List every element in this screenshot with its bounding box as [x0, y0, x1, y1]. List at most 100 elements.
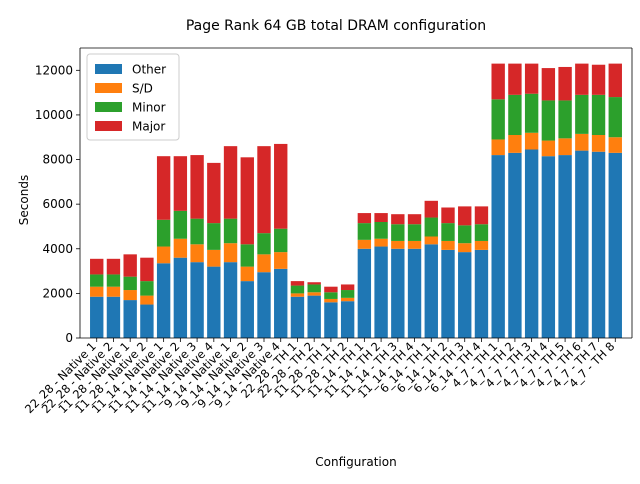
bar-segment-s-d — [324, 298, 338, 303]
bar-segment-minor — [190, 218, 204, 245]
bar-segment-major — [123, 254, 137, 277]
legend: Other S/D Minor Major — [86, 53, 180, 141]
bar-segment-s-d — [524, 132, 539, 150]
bar-segment-s-d — [491, 139, 505, 156]
y-tick-label: 10000 — [35, 108, 73, 122]
bar-segment-minor — [274, 228, 288, 253]
bar-segment-other — [173, 257, 188, 338]
bar-segment-minor — [357, 223, 372, 240]
bar-segment-major — [140, 257, 154, 282]
bar-segment-major — [441, 207, 455, 224]
bars-layer — [90, 63, 622, 338]
bar-segment-s-d — [374, 238, 388, 247]
bar-segment-s-d — [441, 240, 455, 250]
bar-segment-other — [458, 252, 472, 338]
bar-segment-s-d — [173, 238, 188, 258]
bar-segment-minor — [307, 284, 321, 293]
bar-segment-minor — [407, 224, 422, 241]
bar-segment-minor — [558, 100, 572, 139]
bar-segment-minor — [591, 94, 606, 135]
bar-segment-s-d — [90, 286, 104, 297]
bar-segment-minor — [290, 285, 305, 294]
bar-segment-other — [123, 300, 137, 338]
bar-segment-major — [307, 282, 321, 285]
bar-segment-minor — [524, 93, 539, 133]
bar-segment-major — [608, 63, 622, 98]
bar-segment-major — [324, 286, 338, 293]
bar-segment-s-d — [575, 133, 589, 151]
legend-label-other: Other — [132, 63, 166, 77]
bar-segment-s-d — [290, 293, 305, 297]
bar-segment-s-d — [156, 246, 171, 264]
bar-segment-minor — [424, 217, 438, 237]
bar-segment-s-d — [591, 135, 606, 152]
bar-segment-other — [106, 296, 121, 338]
bar-segment-s-d — [558, 138, 572, 156]
bar-segment-other — [491, 155, 505, 338]
bar-segment-major — [508, 63, 522, 95]
bar-segment-s-d — [458, 243, 472, 253]
bar-segment-major — [240, 157, 254, 245]
bar-segment-minor — [391, 224, 405, 241]
bar-segment-s-d — [106, 286, 121, 297]
bar-segment-major — [524, 63, 539, 94]
bar-segment-minor — [257, 233, 271, 255]
legend-label-s-d: S/D — [132, 82, 153, 96]
bar-segment-other — [307, 295, 321, 338]
bar-segment-major — [591, 64, 606, 95]
bar-segment-other — [407, 248, 422, 338]
bar-segment-other — [441, 249, 455, 338]
bar-segment-s-d — [391, 240, 405, 249]
bar-segment-other — [357, 248, 372, 338]
bar-segment-major — [407, 214, 422, 225]
legend-swatch-minor — [95, 102, 122, 112]
bar-segment-other — [474, 249, 489, 338]
bar-segment-other — [324, 302, 338, 338]
bar-segment-major — [340, 284, 355, 291]
bar-segment-major — [106, 258, 121, 275]
bar-segment-major — [357, 213, 372, 224]
y-tick-label: 0 — [65, 331, 73, 345]
bar-segment-other — [524, 149, 539, 338]
bar-segment-minor — [207, 223, 221, 250]
bar-segment-s-d — [190, 244, 204, 263]
bar-segment-other — [223, 262, 238, 338]
legend-label-major: Major — [132, 120, 165, 134]
y-tick-label: 4000 — [42, 242, 73, 256]
bar-segment-major — [374, 213, 388, 222]
bar-segment-other — [391, 248, 405, 338]
bar-segment-minor — [140, 281, 154, 296]
bar-segment-minor — [240, 244, 254, 267]
bar-segment-minor — [374, 222, 388, 239]
y-axis-label: Seconds — [17, 175, 31, 225]
bar-segment-minor — [173, 210, 188, 239]
bar-segment-minor — [90, 274, 104, 287]
bar-segment-major — [190, 155, 204, 219]
bar-segment-minor — [106, 274, 121, 287]
legend-swatch-s-d — [95, 83, 122, 93]
bar-segment-major — [491, 63, 505, 100]
y-tick-label: 6000 — [42, 197, 73, 211]
bar-segment-major — [458, 206, 472, 226]
bar-segment-major — [541, 68, 556, 101]
chart-title: Page Rank 64 GB total DRAM configuration — [186, 18, 486, 34]
bar-segment-other — [340, 301, 355, 338]
bar-segment-major — [290, 281, 305, 286]
bar-segment-s-d — [223, 243, 238, 263]
bar-segment-minor — [324, 292, 338, 299]
bar-segment-major — [207, 162, 221, 224]
legend-swatch-major — [95, 121, 122, 131]
bar-segment-other — [190, 262, 204, 338]
bar-segment-major — [223, 146, 238, 219]
bar-segment-other — [140, 304, 154, 338]
bar-segment-major — [558, 66, 572, 101]
bar-segment-minor — [508, 94, 522, 135]
bar-segment-minor — [608, 97, 622, 138]
y-tick-label: 12000 — [35, 63, 73, 77]
bar-segment-s-d — [123, 290, 137, 301]
bar-segment-major — [575, 63, 589, 95]
bar-segment-minor — [223, 218, 238, 244]
bar-segment-s-d — [240, 266, 254, 282]
bar-segment-major — [474, 206, 489, 225]
